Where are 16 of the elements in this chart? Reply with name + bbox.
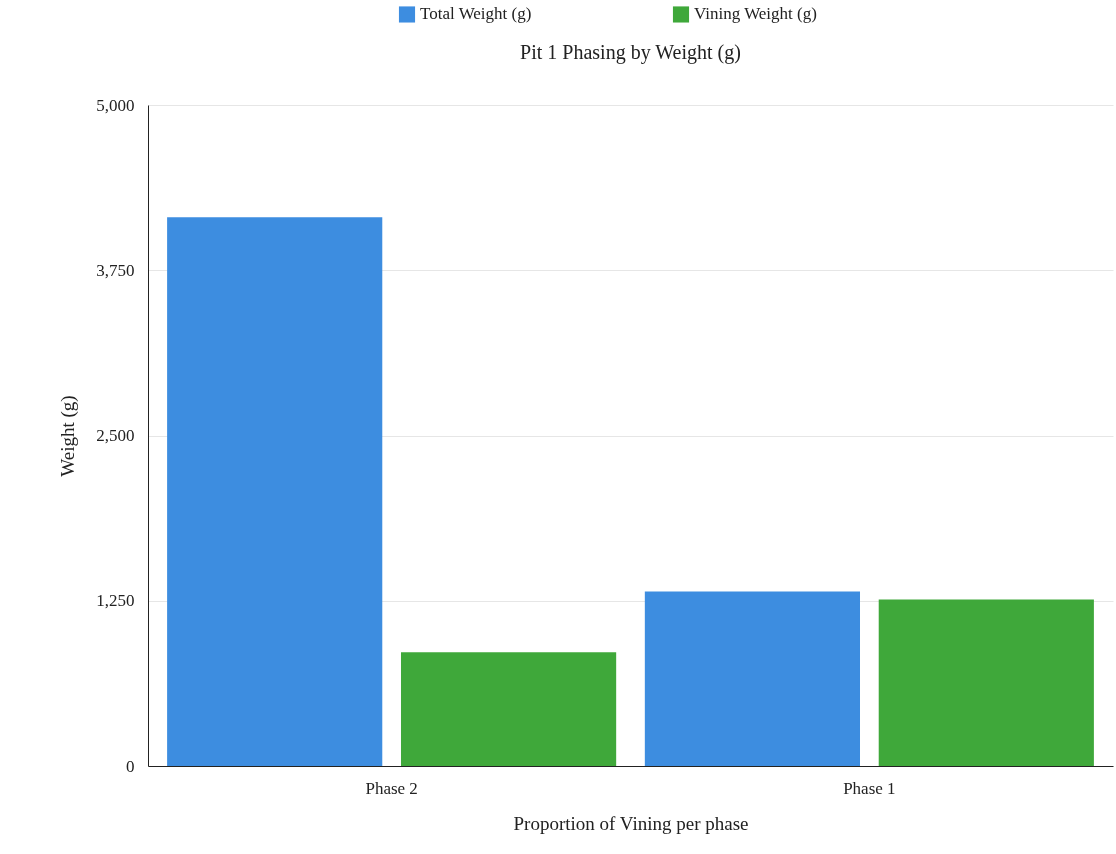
legend-label: Vining Weight (g): [694, 4, 817, 24]
y-axis-title: Weight (g): [57, 395, 80, 477]
chart-title: Pit 1 Phasing by Weight (g): [520, 41, 741, 64]
x-tick-label: Phase 2: [365, 778, 418, 798]
y-tick-label: 3,750: [96, 260, 135, 280]
bar: [878, 599, 1094, 766]
bar: [400, 652, 617, 766]
y-tick-label: 5,000: [96, 95, 135, 115]
x-tick-label: Phase 1: [843, 778, 896, 798]
bar: [644, 591, 861, 766]
y-tick-label: 2,500: [96, 426, 135, 445]
x-axis-title: Proportion of Vining per phase: [513, 812, 749, 834]
legend-label: Total Weight (g): [420, 4, 532, 24]
y-tick-label: 0: [126, 756, 135, 776]
y-tick-label: 1,250: [96, 591, 135, 611]
bar: [167, 217, 383, 766]
